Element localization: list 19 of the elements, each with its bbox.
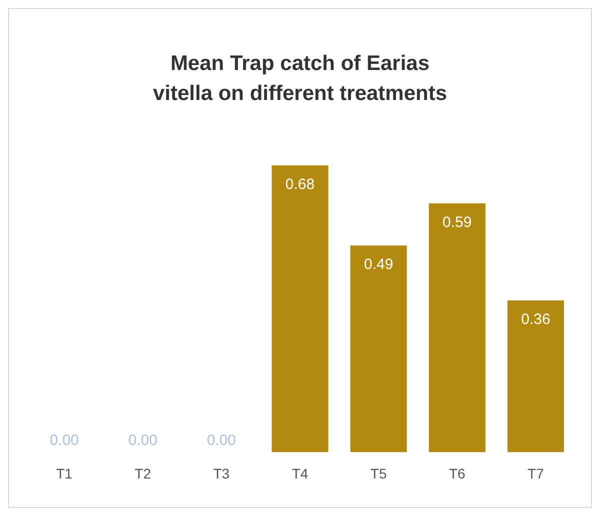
bar	[428, 203, 486, 452]
x-tick-label: T6	[448, 465, 466, 482]
x-tick-label: T7	[528, 465, 544, 482]
x-tick-label: T1	[56, 465, 73, 482]
data-label: 0.68	[285, 176, 315, 194]
x-tick-label: T4	[292, 465, 308, 482]
bar	[350, 246, 407, 452]
bar	[272, 165, 328, 452]
data-label: 0.00	[128, 432, 158, 449]
x-tick-label: T5	[370, 465, 387, 482]
x-tick-label: T3	[213, 465, 230, 482]
data-label: 0.00	[50, 432, 79, 449]
data-label: 0.49	[364, 256, 394, 274]
data-label: 0.00	[206, 432, 236, 449]
x-tick-label: T2	[134, 465, 152, 482]
data-label: 0.36	[521, 311, 550, 328]
bar	[507, 300, 564, 452]
chart-title: Mean Trap catch of Earias vitella on different treatments	[152, 51, 448, 107]
data-label: 0.59	[442, 214, 472, 232]
